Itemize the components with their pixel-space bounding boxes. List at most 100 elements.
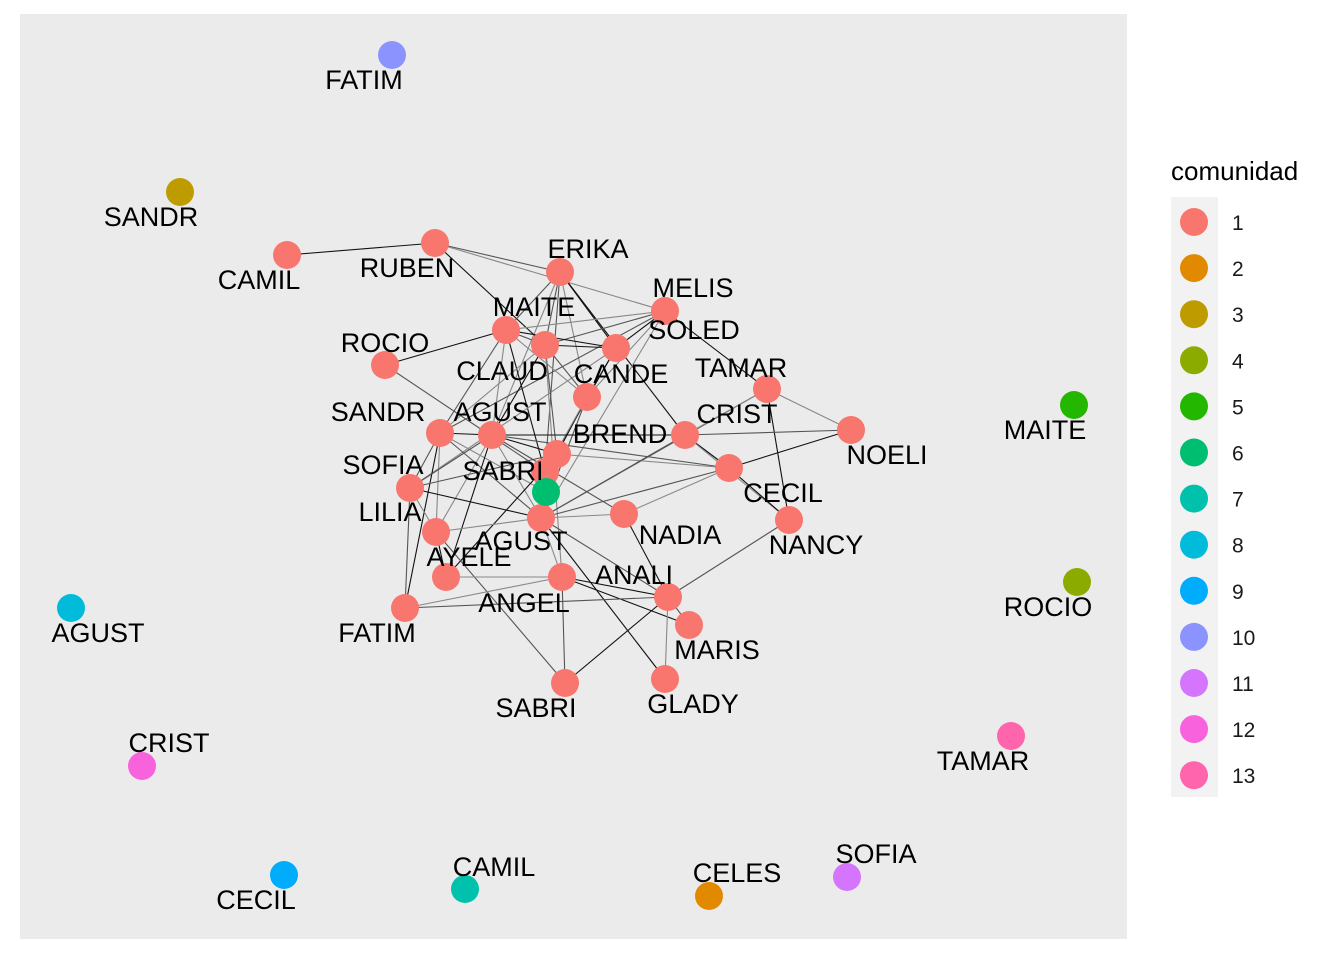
node-layer: [57, 41, 1091, 910]
edge-erika-cande: [559, 271, 588, 398]
legend-label-2: 2: [1232, 258, 1244, 281]
node-label-fatim10: FATIM: [325, 65, 403, 95]
node-sofia1: [396, 474, 424, 502]
node-claud: [531, 331, 559, 359]
node-label-sandr1: SANDR: [331, 397, 426, 427]
edge-agust2-anali: [540, 517, 669, 598]
node-label-rocio1: ROCIO: [341, 328, 430, 358]
node-maris: [675, 611, 703, 639]
node-label-fatim1: FATIM: [338, 618, 416, 648]
edge-noeli-cecil1: [728, 429, 852, 469]
node-glady: [651, 665, 679, 693]
edge-brend-cecil1: [556, 453, 730, 469]
edge-tamar1-nancy: [766, 388, 790, 521]
node-label-claud: CLAUD: [456, 356, 548, 386]
node-cande: [573, 383, 601, 411]
node-ruben: [421, 229, 449, 257]
node-tamar1: [753, 375, 781, 403]
edge-brend-sofia1: [409, 453, 558, 489]
node-sandr1: [426, 419, 454, 447]
legend-key-13: [1180, 761, 1208, 790]
node-label-sofia1: SOFIA: [342, 450, 423, 480]
legend-label-7: 7: [1232, 489, 1244, 512]
node-celes2: [695, 882, 723, 910]
node-label-crist12: CRIST: [129, 728, 210, 758]
legend-label-8: 8: [1232, 535, 1244, 558]
legend-label-13: 13: [1232, 765, 1255, 788]
node-rocio4: [1063, 568, 1091, 596]
edge-rocio1-sabri1: [384, 364, 546, 473]
edge-sofia1-fatim1: [404, 487, 411, 609]
node-label-crist1: CRIST: [697, 399, 778, 429]
legend-key-8: [1180, 530, 1208, 559]
node-angel: [548, 563, 576, 591]
edge-camil1-ruben: [286, 242, 436, 256]
edge-sandr1-lilia: [435, 432, 441, 533]
edge-melis-maite1: [505, 310, 666, 331]
edge-lilia-sabri2: [435, 531, 566, 684]
legend-label-6: 6: [1232, 443, 1244, 466]
edge-maite1-agust1: [491, 329, 507, 436]
node-label-sofia11: SOFIA: [835, 839, 916, 869]
node-label-ayele: AYELE: [426, 542, 511, 572]
node-ayele: [432, 563, 460, 591]
edge-lilia-agust2: [435, 517, 542, 533]
edge-anali-fatim1: [404, 596, 669, 609]
node-nadia: [610, 500, 638, 528]
legend-label-5: 5: [1232, 396, 1244, 419]
node-maite1: [492, 316, 520, 344]
node-rocio1: [371, 351, 399, 379]
edge-agust1-lilia: [435, 434, 493, 533]
node-label-brend: BREND: [573, 419, 668, 449]
node-label-tamar1: TAMAR: [695, 353, 788, 383]
node-melis: [651, 297, 679, 325]
edge-angel-sabri2: [561, 576, 566, 684]
node-label-agust2: AGUST: [474, 526, 567, 556]
edge-layer: [286, 242, 852, 684]
legend-title: comunidad: [1171, 156, 1298, 186]
legend-key-3: [1180, 300, 1208, 329]
edge-nadia-anali: [623, 513, 669, 598]
legend-label-10: 10: [1232, 627, 1255, 650]
label-layer: CAMIL RUBEN ERIKA MELIS MAITE SOLED CLAUD CANDE…: [51, 65, 1092, 915]
node-sandr3: [166, 178, 194, 206]
node-label-camil1: CAMIL: [218, 265, 301, 295]
node-fatim10: [378, 41, 406, 69]
edge-melis-agust2: [540, 310, 666, 519]
node-cecil1: [715, 454, 743, 482]
edge-erika-agust1: [491, 271, 561, 436]
legend-label-11: 11: [1232, 673, 1254, 696]
legend-key-12: [1180, 715, 1208, 744]
edge-agust1-cecil1: [491, 434, 730, 469]
node-fatim1: [391, 594, 419, 622]
node-maite5: [1060, 391, 1088, 419]
edge-cecil1-nadia: [623, 467, 730, 515]
node-erika: [546, 258, 574, 286]
node-label-maite5: MAITE: [1004, 415, 1087, 445]
edge-crist1-agust2: [540, 434, 686, 519]
edge-melis-sandr1: [439, 310, 666, 434]
edge-anali-sabri2: [564, 596, 669, 684]
edge-maite1-soled: [505, 329, 617, 349]
node-nancy: [775, 506, 803, 534]
legend-key-6: [1180, 438, 1208, 467]
edge-angel-anali: [561, 576, 669, 598]
node-label-agust8: AGUST: [51, 618, 144, 648]
edge-melis-tamar1: [664, 310, 768, 390]
node-agust8: [57, 594, 85, 622]
node-label-cecil9: CECIL: [216, 885, 296, 915]
legend-key-1: [1180, 208, 1208, 236]
edge-noeli-crist1: [684, 429, 852, 436]
edge-tamar1-noeli: [766, 388, 852, 431]
node-anali: [654, 583, 682, 611]
node-label-anali: ANALI: [595, 560, 673, 590]
legend-key-2: [1180, 254, 1208, 283]
node-label-sandr3: SANDR: [104, 202, 199, 232]
legend-label-12: 12: [1232, 719, 1255, 742]
node-label-nancy: NANCY: [769, 530, 864, 560]
edge-angel-maris: [561, 576, 690, 626]
legend-label-3: 3: [1232, 304, 1244, 327]
panel-background: [20, 14, 1127, 939]
